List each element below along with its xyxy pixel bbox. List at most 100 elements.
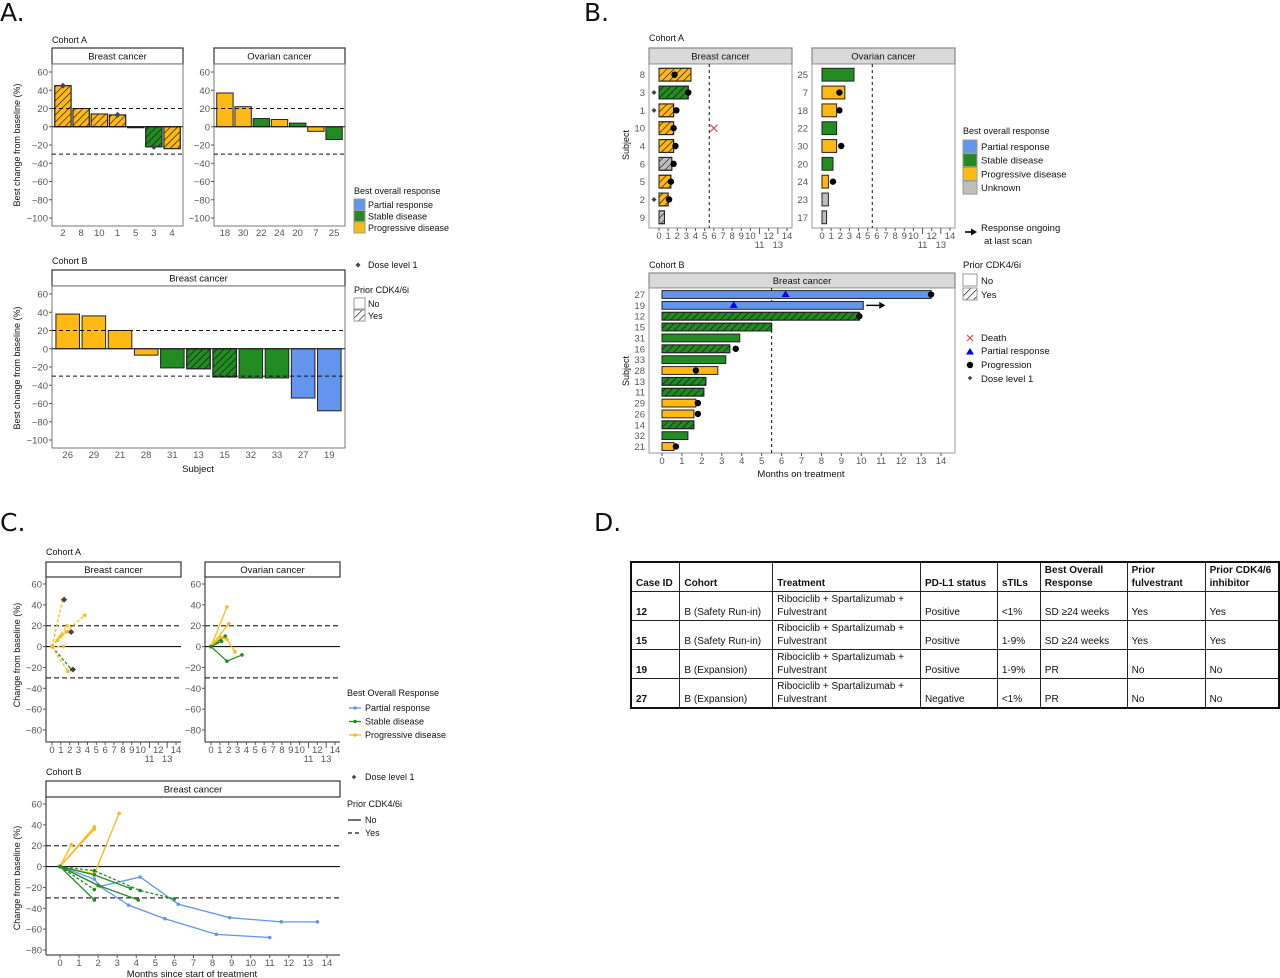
x-tick-label: 8 [729,231,734,242]
x-tick-label: 13 [193,450,204,461]
series-point [92,827,97,831]
x-tick-label: 20 [292,228,303,239]
x-tick-label: 12 [153,745,164,756]
header-stils: sTILs [996,561,1041,592]
subject-label: 6 [640,159,645,170]
y-tick-label: 0 [43,344,48,355]
dose-level-1-marker [114,111,121,118]
x-tick-label: 9 [288,745,293,756]
x-tick-label: 6 [779,456,784,467]
x-tick-label: 9 [902,231,907,242]
y-tick-label: −40 [26,684,42,695]
swimmer-bar [821,103,838,118]
x-tick-label: 6 [262,745,267,756]
series-line [59,865,270,939]
subject-label: 17 [797,213,808,224]
legend-swatch [353,210,366,222]
y-tick-label: −40 [32,159,48,170]
x-tick-label: 8 [210,958,215,969]
y-axis-title: Subject [621,355,631,386]
series-point [163,916,167,921]
y-tick-label: −80 [32,195,48,206]
progression-marker [685,89,692,96]
series-point [227,915,232,920]
series-line [210,606,228,647]
progression-marker [667,178,675,185]
cell-prior-cdk: No [1204,649,1280,679]
series-point [61,644,66,649]
x-tick-label: 4 [244,745,249,756]
x-tick-label: 5 [153,958,158,969]
x-tick-label: 14 [330,745,341,756]
cell-cohort: B (Expansion) [679,678,774,709]
swimmer-bar [821,174,829,189]
y-tick-label: 60 [199,68,210,79]
x-tick-label: 4 [693,231,698,242]
bar-hatch [54,85,72,128]
cohort-label: Cohort A [52,35,87,45]
facet-strip-label: Ovarian cancer [247,52,311,63]
cell-pdl1-status: Positive [919,591,998,621]
swimmer-bar [821,192,829,207]
x-tick-label: 6 [172,958,177,969]
legend-item-label: Yes [981,290,997,301]
x-tick-label: 3 [847,231,852,242]
series-point [65,623,69,628]
series-point [96,883,100,888]
dose-level-1-marker [651,107,657,113]
y-tick-label: −100 [27,436,48,447]
dose-level-1-marker [150,143,157,150]
x-tick-label: 13 [773,240,784,251]
x-tick-label: 0 [819,231,824,242]
series-line [59,865,175,900]
bar-hatch [661,322,773,332]
bar-hatch [661,420,695,430]
bar-hatch [658,156,673,171]
progression-marker [671,71,678,78]
progression-marker [837,142,845,150]
series-point [66,669,70,674]
dose-level-1-marker [61,596,68,603]
x-tick-label: 1 [679,456,684,467]
x-tick-label: 8 [78,228,83,239]
series-point [225,605,229,609]
series-point [92,868,97,873]
y-tick-label: 20 [37,104,48,115]
subject-label: 1 [640,106,645,117]
panel-label-b: B. [584,0,610,27]
x-tick-label: 10 [856,456,867,467]
series-line [59,866,95,901]
series-line [51,646,69,672]
series-line [59,865,318,923]
facet-strip-label: Breast cancer [773,276,832,287]
y-tick-label: −60 [32,177,48,188]
series-point [92,873,97,877]
subject-label: 26 [634,409,645,420]
series-point [138,875,142,879]
y-tick-label: 0 [43,122,48,133]
legend-death-icon [966,334,974,342]
x-tick-label: 4 [134,958,139,969]
cell-treatment: Ribociclib + Spartalizumab + Fulvestrant [772,620,921,650]
y-tick-label: −20 [32,141,48,152]
swimmer-bar [661,431,689,441]
progression-marker [665,196,673,203]
series-point [82,613,87,618]
x-axis-title: Months on treatment [757,469,844,480]
y-axis-title: Change from baseline (%) [12,826,22,931]
legend-swatch [962,153,978,168]
table-row: 27 B (Expansion) Ribociclib + Spartalizuma… [630,678,1280,709]
x-tick-label: 30 [238,228,249,239]
swimmer-bar [821,156,834,171]
cell-best-overall-response: SD ≥24 weeks [1039,591,1128,621]
x-tick-label: 14 [945,231,956,242]
legend-swatch [353,221,366,234]
y-tick-label: 60 [37,68,48,79]
y-tick-label: −20 [26,883,42,894]
legend-dose-icon [355,262,361,268]
cell-prior-fulvestrant: No [1126,678,1206,709]
subject-label: 7 [803,88,808,99]
y-tick-label: 0 [196,642,201,653]
x-tick-label: 1 [115,228,120,239]
x-tick-label: 12 [312,745,323,756]
